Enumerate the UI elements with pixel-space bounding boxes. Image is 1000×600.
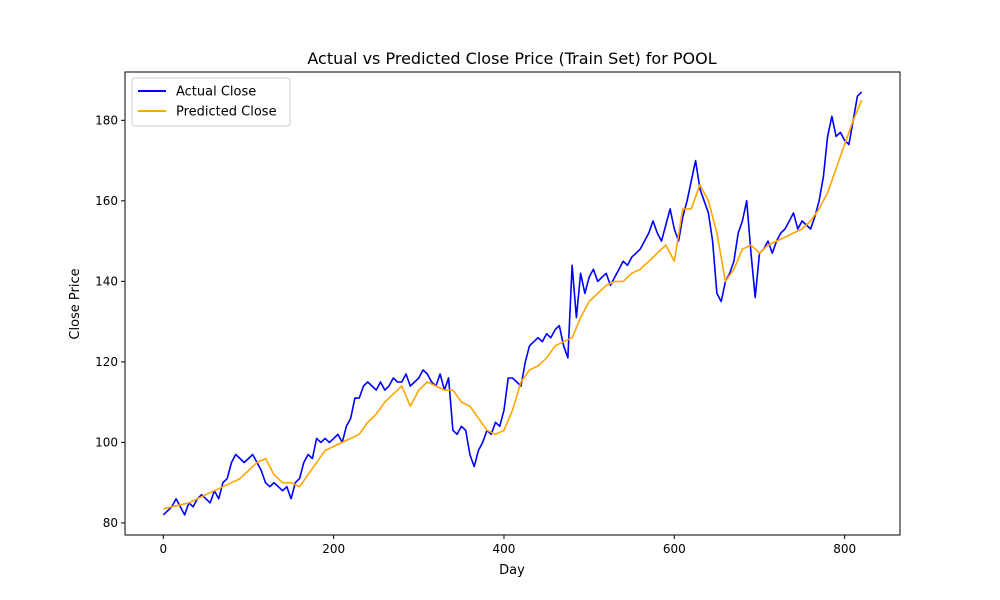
axes-ticks: 0 200 400 600 800 80 100 120 140 160 180	[95, 113, 856, 556]
legend-label: Actual Close	[176, 85, 256, 100]
series-line-actual-close	[162, 91, 863, 516]
legend-label: Predicted Close	[176, 105, 277, 120]
y-tick-label: 160	[95, 194, 118, 208]
y-tick-label: 140	[95, 274, 118, 288]
y-axis-label: Close Price	[68, 268, 83, 339]
legend-box	[131, 77, 291, 127]
chart-title: Actual vs Predicted Close Price (Train S…	[307, 49, 716, 68]
plot-area	[124, 71, 901, 536]
x-axis-label: Day	[499, 563, 525, 578]
y-tick-label: 180	[95, 113, 118, 127]
x-tick-label: 600	[663, 542, 686, 556]
x-tick-label: 400	[493, 542, 516, 556]
y-tick-label: 80	[103, 516, 118, 530]
series-lines	[162, 91, 863, 516]
x-tick-label: 200	[322, 542, 345, 556]
legend: Actual Close Predicted Close	[131, 77, 291, 127]
series-line-predicted-close	[163, 99, 863, 510]
y-tick-label: 120	[95, 355, 118, 369]
x-tick-label: 800	[833, 542, 856, 556]
x-tick-label: 0	[160, 542, 168, 556]
y-tick-label: 100	[95, 435, 118, 449]
